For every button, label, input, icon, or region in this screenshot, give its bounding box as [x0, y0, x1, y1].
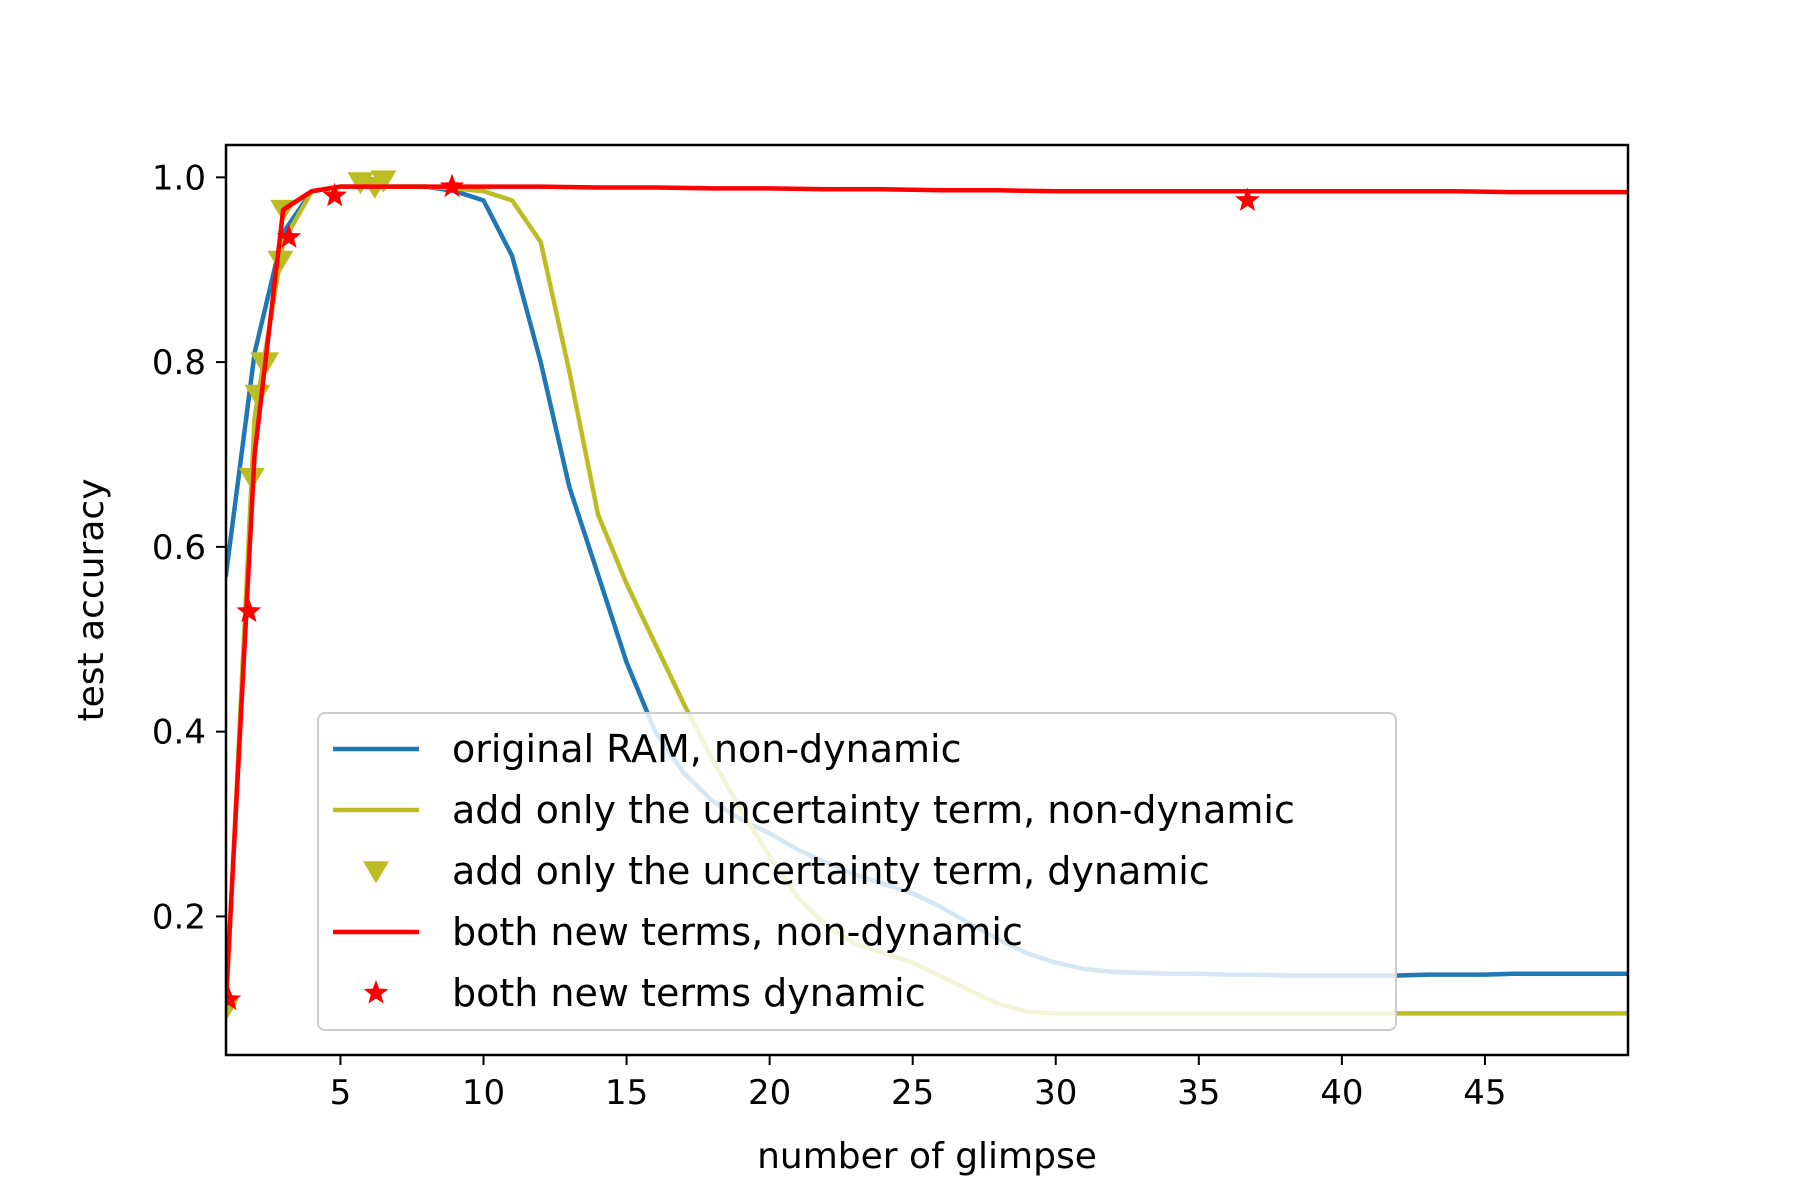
series-5 — [226, 173, 1260, 1011]
legend-label: add only the uncertainty term, dynamic — [452, 849, 1210, 893]
legend-label: add only the uncertainty term, non-dynam… — [452, 788, 1295, 832]
series-line — [226, 184, 1628, 1002]
y-tick-label: 0.8 — [152, 343, 206, 383]
data-point — [1235, 187, 1260, 211]
legend-swatch — [363, 861, 389, 884]
legend-swatch — [363, 980, 389, 1004]
legend-item: both new terms, non-dynamic — [333, 910, 1023, 954]
data-point — [276, 224, 302, 248]
legend-label: both new terms, non-dynamic — [452, 910, 1023, 954]
x-tick-label: 35 — [1177, 1073, 1220, 1113]
x-tick-label: 10 — [462, 1073, 505, 1113]
x-tick-label: 20 — [748, 1073, 791, 1113]
x-tick-label: 15 — [605, 1073, 648, 1113]
x-axis-title: number of glimpse — [757, 1136, 1097, 1177]
legend-item: both new terms dynamic — [363, 971, 926, 1015]
legend-box — [317, 712, 1397, 1031]
y-tick-label: 0.4 — [152, 713, 206, 753]
legend-item: add only the uncertainty term, non-dynam… — [333, 788, 1295, 832]
data-point — [267, 250, 294, 273]
ticks: 5 10 15 20 25 30 35 40 45 0.2 0.4 0.6 0.8 1.0 — [152, 158, 1507, 1113]
legend-label: both new terms dynamic — [452, 971, 926, 1015]
legend-item: original RAM, non-dynamic — [333, 727, 962, 771]
y-tick-label: 0.6 — [152, 528, 206, 568]
data-point — [322, 182, 348, 207]
legend: original RAM, non-dynamic add only the un… — [317, 712, 1397, 1031]
legend-item: add only the uncertainty term, dynamic — [363, 849, 1210, 893]
data-point — [370, 170, 397, 193]
data-point — [236, 598, 262, 623]
x-tick-label: 30 — [1034, 1073, 1077, 1113]
x-tick-label: 5 — [330, 1073, 352, 1113]
y-axis-title: test accuracy — [71, 479, 112, 722]
x-tick-label: 25 — [891, 1073, 934, 1113]
x-tick-label: 45 — [1463, 1073, 1506, 1113]
axes — [224, 143, 1630, 1057]
legend-label: original RAM, non-dynamic — [452, 727, 962, 771]
y-tick-label: 0.2 — [152, 897, 206, 937]
data-point — [226, 986, 242, 1011]
x-tick-label: 40 — [1320, 1073, 1363, 1113]
series-4 — [226, 184, 1628, 1002]
y-tick-label: 1.0 — [152, 158, 206, 198]
plot-frame — [224, 143, 1630, 1057]
data-point — [439, 173, 465, 198]
